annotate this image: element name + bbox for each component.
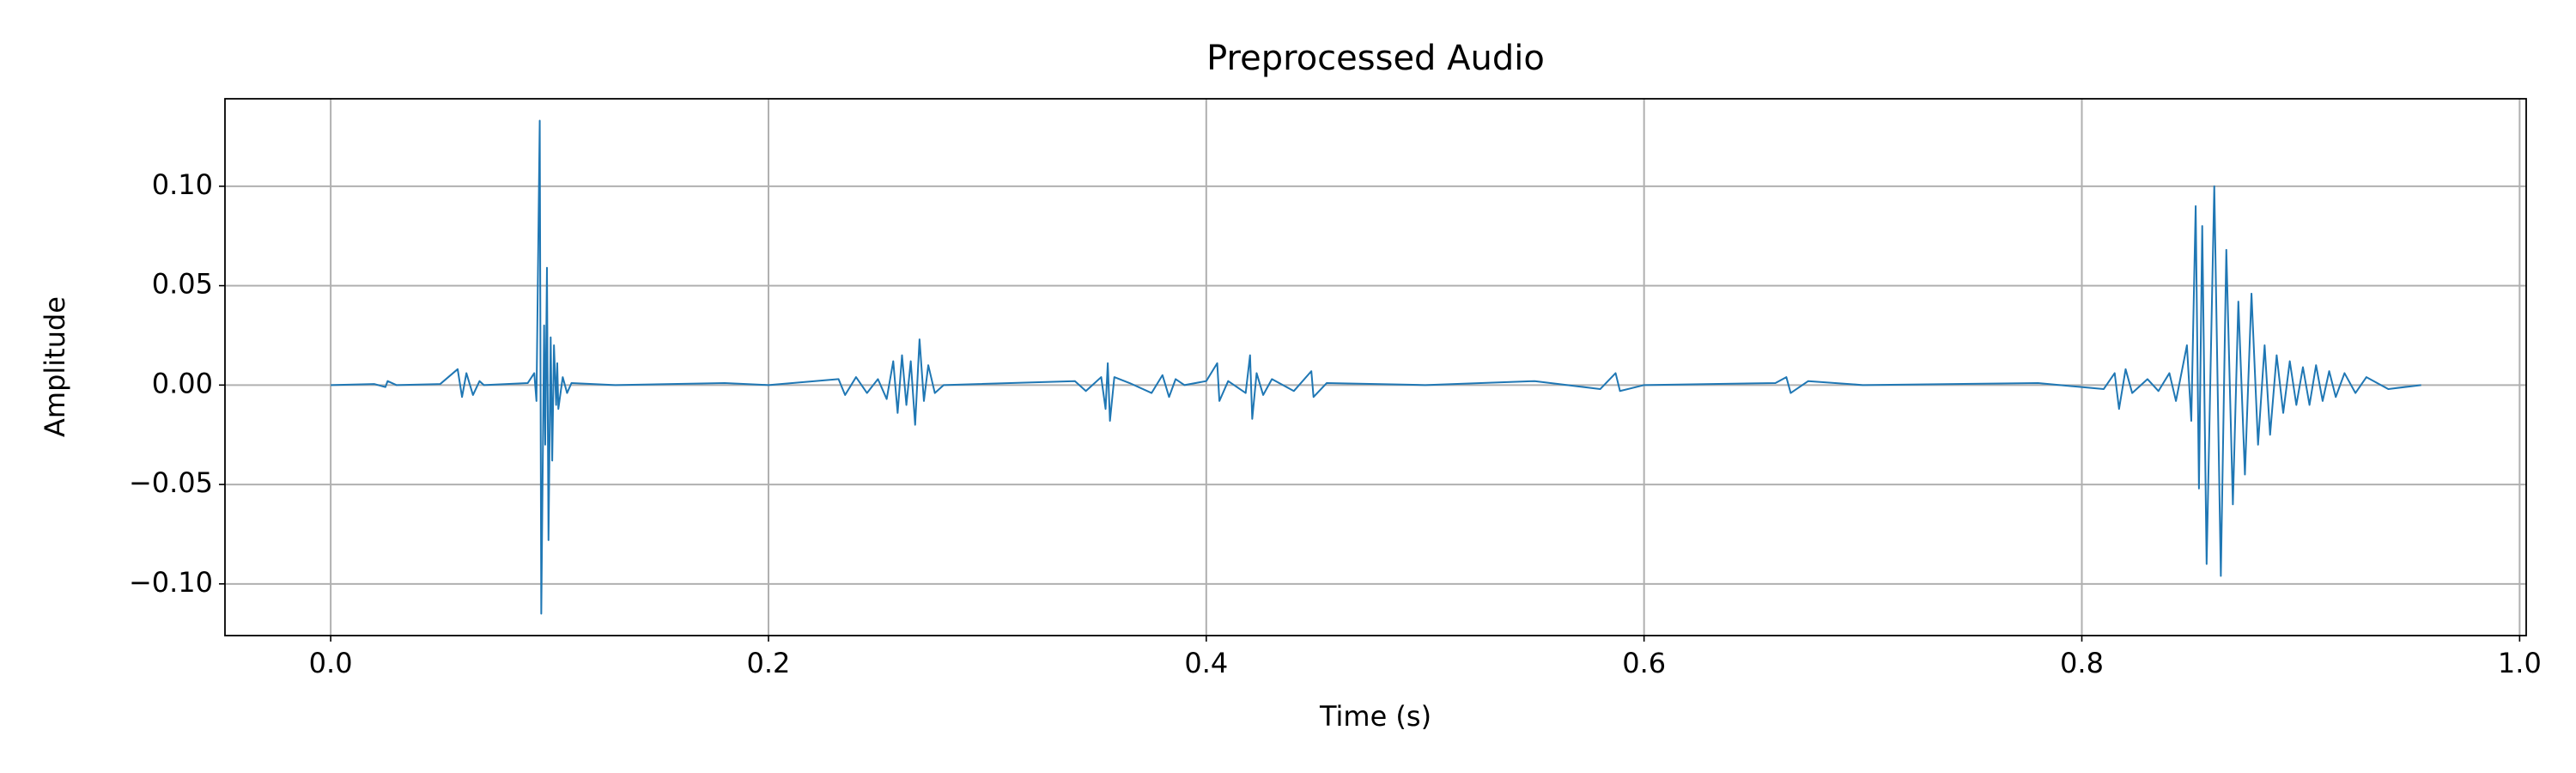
- y-tick-label: 0.00: [152, 367, 213, 399]
- x-tick-label: 0.0: [309, 647, 353, 679]
- x-tick-label: 0.6: [1622, 647, 1666, 679]
- waveform-line: [331, 119, 2421, 615]
- x-tick-label: 0.8: [2060, 647, 2104, 679]
- y-tick-label: 0.10: [152, 168, 213, 201]
- x-tick-label: 0.4: [1184, 647, 1228, 679]
- y-tick-label: 0.05: [152, 268, 213, 301]
- chart-title: Preprocessed Audio: [1206, 39, 1545, 78]
- y-axis-label: Amplitude: [39, 296, 71, 437]
- x-tick-label: 1.0: [2498, 647, 2542, 679]
- y-tick-label: −0.10: [129, 566, 213, 599]
- x-tick-label: 0.2: [747, 647, 791, 679]
- y-tick-label: −0.05: [129, 466, 213, 499]
- plot-frame: [224, 98, 2527, 636]
- x-axis-label: Time (s): [1319, 700, 1431, 733]
